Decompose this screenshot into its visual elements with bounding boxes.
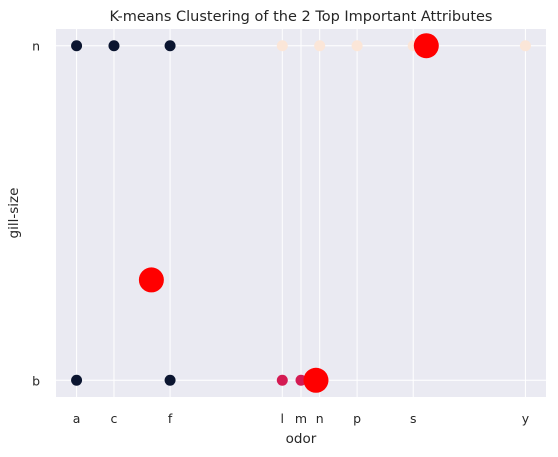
centroid-point [138,267,164,293]
y-tick-label: n [32,39,40,54]
centroid-point [413,33,439,59]
data-point [351,40,363,52]
data-point [276,374,288,386]
x-tick-label: y [522,411,530,426]
y-tick-labels: bn [32,39,40,389]
data-points [71,40,531,386]
x-tick-label: s [410,411,417,426]
data-point [314,40,326,52]
data-point [295,374,307,386]
x-tick-label: m [295,411,307,426]
data-point [276,40,288,52]
centroid-markers [138,33,439,393]
x-tick-label: a [73,411,81,426]
centroid-point [303,367,329,393]
x-tick-label: l [281,411,284,426]
data-point [108,40,120,52]
x-axis-label: odor [286,431,317,447]
data-point [519,40,531,52]
x-tick-label: f [168,411,173,426]
data-point [164,374,176,386]
x-tick-label: n [316,411,324,426]
y-axis-label: gill-size [6,188,22,239]
x-tick-label: p [353,411,361,426]
y-tick-label: b [32,373,40,388]
x-tick-label: c [111,411,118,426]
data-point [164,40,176,52]
data-point [71,374,83,386]
chart-title: K-means Clustering of the 2 Top Importan… [110,9,493,25]
data-point [71,40,83,52]
